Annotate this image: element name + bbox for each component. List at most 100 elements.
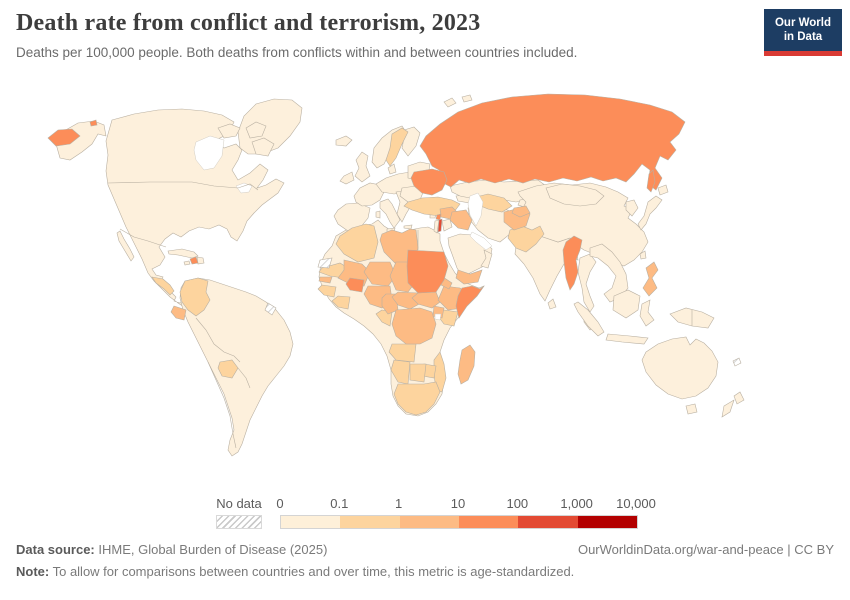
svalbard[interactable] bbox=[443, 97, 457, 108]
country-cuba[interactable] bbox=[167, 248, 199, 259]
svalbard[interactable] bbox=[461, 94, 473, 103]
region-korea[interactable] bbox=[625, 199, 639, 217]
country-thailand[interactable] bbox=[577, 253, 597, 313]
country-pakistan[interactable] bbox=[507, 225, 545, 253]
baffin-island[interactable] bbox=[251, 137, 275, 157]
legend-segment[interactable] bbox=[399, 516, 459, 528]
country-south-africa[interactable] bbox=[393, 381, 441, 416]
sardinia[interactable] bbox=[375, 210, 381, 219]
country-yemen[interactable] bbox=[455, 269, 483, 285]
tasmania[interactable] bbox=[685, 403, 698, 415]
country-italy[interactable] bbox=[379, 198, 401, 229]
region-central-america[interactable] bbox=[151, 276, 175, 296]
country-philippines[interactable] bbox=[642, 261, 659, 297]
legend-tick: 10 bbox=[450, 496, 466, 511]
country-lebanon[interactable] bbox=[435, 213, 442, 221]
legend-tick: 0.1 bbox=[330, 496, 349, 511]
region-new-caledonia[interactable] bbox=[732, 357, 742, 367]
hokkaido[interactable] bbox=[657, 184, 669, 196]
border-brazil-argentina bbox=[237, 367, 251, 389]
hudson-bay bbox=[193, 135, 225, 171]
country-japan[interactable] bbox=[637, 195, 663, 231]
country-oman[interactable] bbox=[480, 249, 493, 269]
legend-tick: 10,000 bbox=[616, 496, 656, 511]
rights-link[interactable]: OurWorldinData.org/war-and-peace | CC BY bbox=[577, 542, 834, 557]
country-paraguay[interactable] bbox=[217, 359, 239, 379]
country-sweden[interactable] bbox=[385, 127, 409, 167]
legend-bar bbox=[280, 515, 638, 529]
country-algeria[interactable] bbox=[335, 223, 379, 263]
legend-segment[interactable] bbox=[518, 516, 578, 528]
country-drc[interactable] bbox=[391, 307, 437, 345]
country-tajikistan[interactable] bbox=[511, 205, 531, 218]
country-united-kingdom[interactable] bbox=[354, 151, 371, 183]
country-palestine[interactable] bbox=[437, 218, 443, 233]
country-mongolia[interactable] bbox=[545, 183, 605, 207]
country-namibia[interactable] bbox=[390, 359, 411, 385]
page-subtitle: Deaths per 100,000 people. Both deaths f… bbox=[16, 45, 578, 60]
persian-gulf bbox=[469, 231, 493, 251]
legend-segment[interactable] bbox=[577, 516, 637, 528]
legend-segment[interactable] bbox=[458, 516, 519, 528]
region-french-guiana[interactable] bbox=[264, 302, 277, 316]
country-sri-lanka[interactable] bbox=[547, 298, 557, 310]
country-ireland[interactable] bbox=[339, 171, 355, 185]
country-myanmar[interactable] bbox=[562, 235, 583, 291]
country-iraq[interactable] bbox=[449, 209, 473, 231]
country-colombia[interactable] bbox=[179, 277, 211, 317]
owid-logo[interactable]: Our World in Data bbox=[764, 9, 842, 56]
legend-segment[interactable] bbox=[340, 516, 400, 528]
arctic-island[interactable] bbox=[245, 121, 267, 139]
java[interactable] bbox=[605, 333, 649, 345]
country-russia-chukotka[interactable] bbox=[47, 128, 81, 147]
new-zealand-north[interactable] bbox=[733, 391, 745, 405]
footnote: Note: To allow for comparisons between c… bbox=[16, 564, 834, 579]
arctic-island[interactable] bbox=[217, 123, 241, 139]
country-botswana[interactable] bbox=[409, 363, 427, 383]
map-legend: No data 0 0.1 1 10 100 1,000 10,000 bbox=[216, 496, 656, 532]
country-madagascar[interactable] bbox=[457, 344, 476, 385]
country-israel[interactable] bbox=[433, 219, 440, 234]
country-spain-portugal[interactable] bbox=[333, 202, 371, 232]
new-zealand-south[interactable] bbox=[721, 399, 735, 418]
country-russia-wrangel[interactable] bbox=[89, 119, 98, 127]
border-us-mexico bbox=[119, 228, 167, 248]
footer: Data source: IHME, Global Burden of Dise… bbox=[16, 542, 834, 579]
country-denmark[interactable] bbox=[387, 163, 397, 175]
country-senegal[interactable] bbox=[318, 276, 333, 284]
country-taiwan[interactable] bbox=[639, 250, 647, 260]
country-iceland[interactable] bbox=[335, 135, 353, 147]
country-jamaica[interactable] bbox=[183, 260, 191, 266]
country-france[interactable] bbox=[353, 182, 385, 207]
sulawesi[interactable] bbox=[639, 299, 655, 327]
country-jordan[interactable] bbox=[441, 218, 453, 232]
country-guinea[interactable] bbox=[317, 284, 337, 298]
page-title: Death rate from conflict and terrorism, … bbox=[16, 10, 481, 36]
no-data-swatch[interactable] bbox=[216, 515, 262, 529]
border-argentina-chile bbox=[207, 361, 237, 449]
borneo[interactable] bbox=[612, 289, 641, 319]
legend-tick: 1,000 bbox=[560, 496, 593, 511]
country-somalia[interactable] bbox=[455, 285, 485, 319]
sumatra[interactable] bbox=[573, 301, 605, 337]
country-haiti[interactable] bbox=[189, 256, 199, 265]
legend-segment[interactable] bbox=[281, 516, 341, 528]
country-sudan[interactable] bbox=[406, 249, 449, 294]
lake-victoria bbox=[434, 313, 442, 321]
crete[interactable] bbox=[403, 224, 413, 230]
footnote-label: Note: bbox=[16, 564, 50, 579]
border-peru-brazil bbox=[195, 317, 241, 363]
country-russia[interactable] bbox=[419, 93, 686, 191]
country-cote-divoire[interactable] bbox=[331, 295, 351, 310]
country-ukraine[interactable] bbox=[410, 168, 448, 196]
region-indochina[interactable] bbox=[589, 243, 629, 303]
country-ecuador[interactable] bbox=[170, 305, 187, 321]
no-data-label: No data bbox=[216, 496, 262, 511]
baja-california[interactable] bbox=[116, 230, 135, 262]
region-western-sahara[interactable] bbox=[317, 257, 333, 269]
data-source-label: Data source: bbox=[16, 542, 95, 557]
country-russia-sakhalin[interactable] bbox=[646, 169, 656, 193]
country-australia[interactable] bbox=[641, 336, 719, 400]
country-burkina-faso[interactable] bbox=[345, 277, 365, 293]
